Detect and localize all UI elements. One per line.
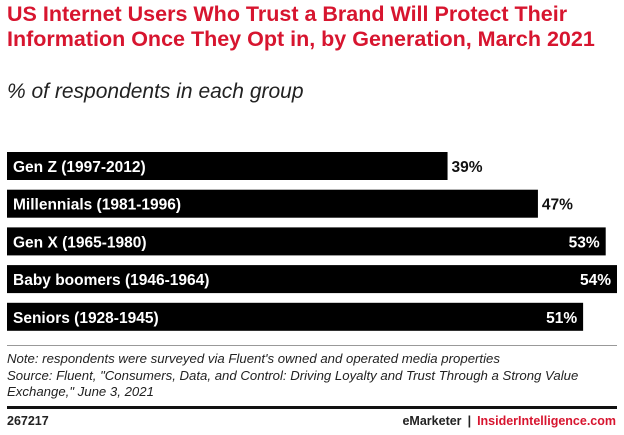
value-label: 54% <box>580 272 611 289</box>
value-label: 53% <box>569 234 600 251</box>
value-label: 47% <box>542 197 573 214</box>
chart-subtitle: % of respondents in each group <box>7 80 304 103</box>
bar-chart: Gen Z (1997-2012) 39% Millennials (1981-19… <box>7 152 617 331</box>
divider-thick <box>7 406 617 409</box>
category-label: Baby boomers (1946-1964) <box>13 272 209 289</box>
value-label: 51% <box>546 310 577 327</box>
brand-emarketer: eMarketer <box>402 414 462 428</box>
note-text: Note: respondents were surveyed via Flue… <box>7 351 500 366</box>
value-label: 39% <box>452 159 483 176</box>
brand-separator: | <box>467 414 472 428</box>
category-label: Millennials (1981-1996) <box>13 197 181 214</box>
bar <box>7 227 606 256</box>
brand-insiderintelligence: InsiderIntelligence.com <box>477 414 616 428</box>
chart-title: US Internet Users Who Trust a Brand Will… <box>7 2 595 51</box>
source-text: Source: Fluent, "Consumers, Data, and Co… <box>7 367 579 400</box>
bar <box>7 152 448 180</box>
chart-id: 267217 <box>7 414 49 428</box>
divider <box>7 345 617 346</box>
category-label: Gen X (1965-1980) <box>13 234 147 251</box>
category-label: Seniors (1928-1945) <box>13 310 159 327</box>
branding: eMarketer | InsiderIntelligence.com <box>402 414 616 428</box>
notes: Note: respondents were surveyed via Flue… <box>7 351 622 401</box>
bar <box>7 302 584 331</box>
category-label: Gen Z (1997-2012) <box>13 159 146 176</box>
bar <box>7 265 617 294</box>
bar <box>7 189 538 218</box>
